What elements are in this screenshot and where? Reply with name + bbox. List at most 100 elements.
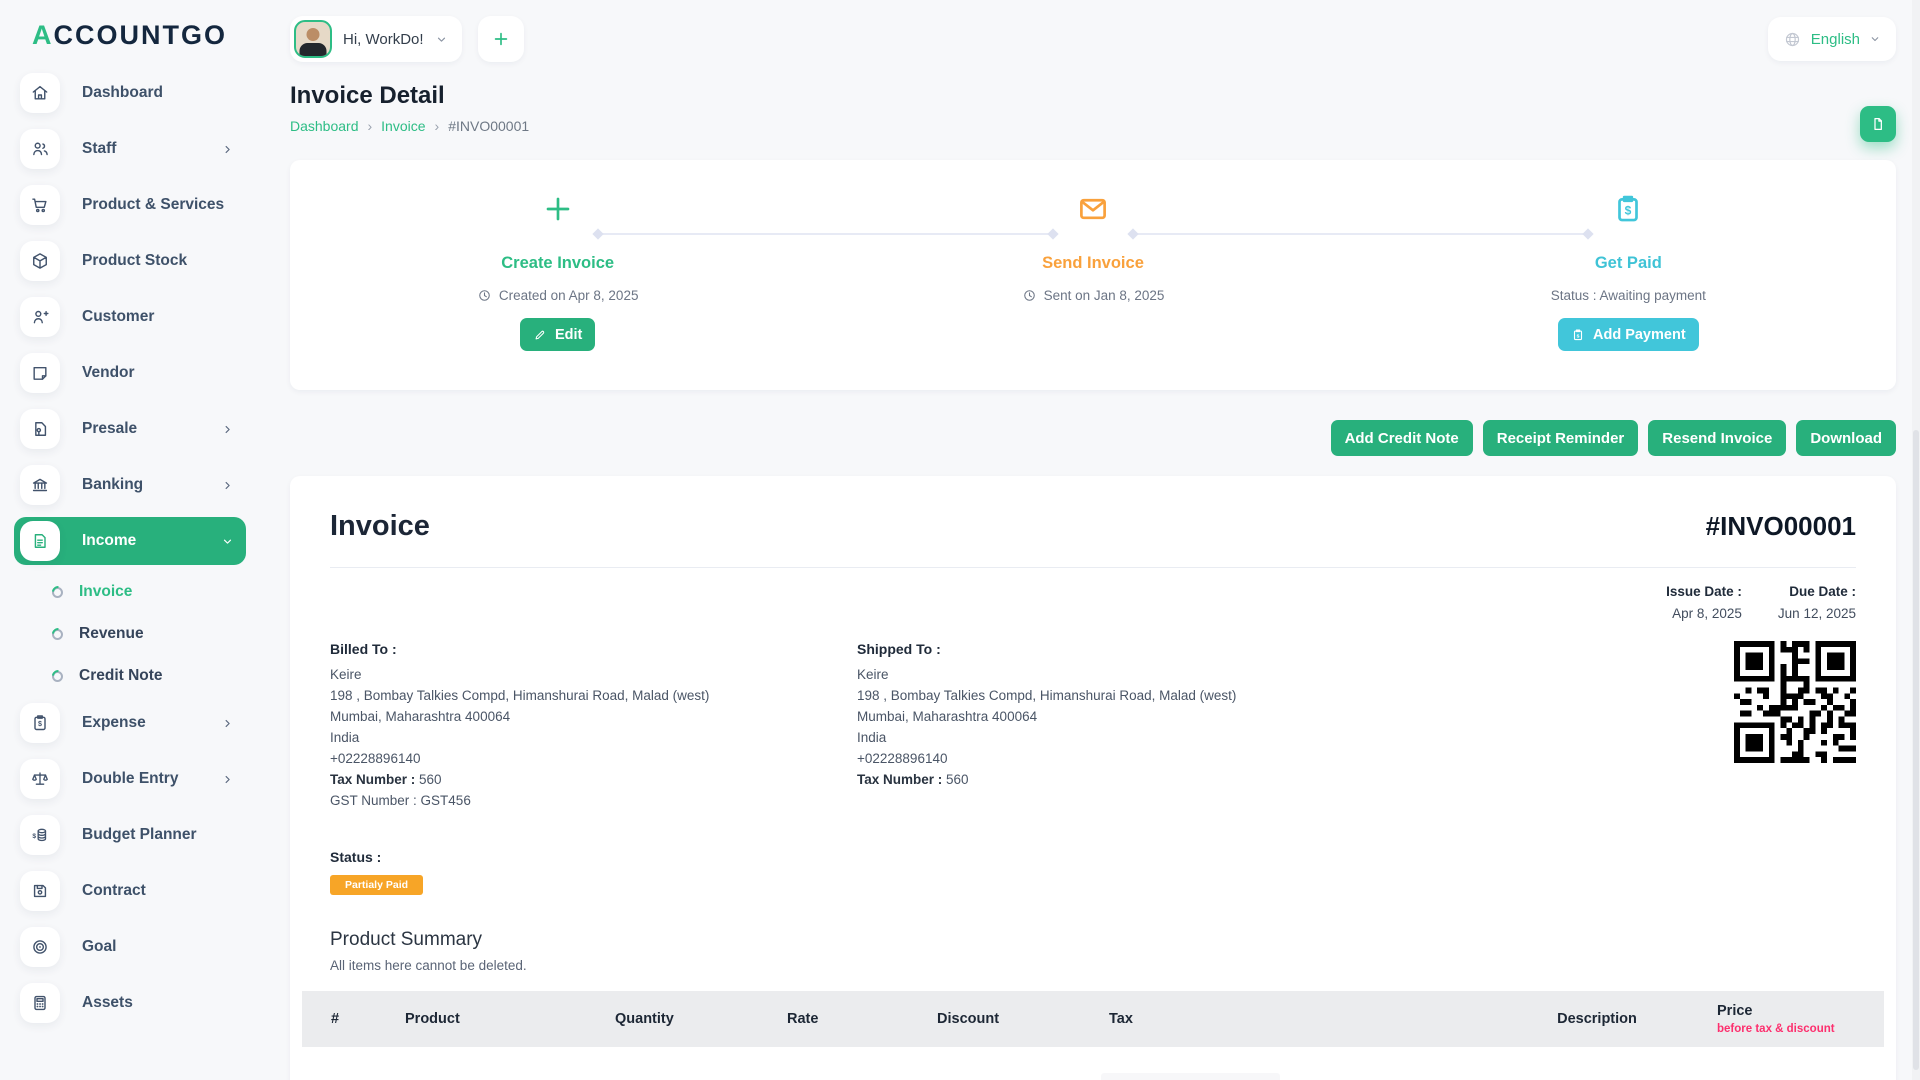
- topbar: Hi, WorkDo! English: [290, 12, 1896, 66]
- sidebar-item-contract[interactable]: Contract: [14, 867, 246, 915]
- timeline-step-meta: Status : Awaiting payment: [1551, 288, 1706, 303]
- issue-date-value: Apr 8, 2025: [1672, 606, 1742, 621]
- sidebar-item-banking[interactable]: Banking: [14, 461, 246, 509]
- billed-to-gst: GST Number : GST456: [330, 790, 857, 811]
- shipped-to-country: India: [857, 730, 887, 745]
- chevron-right-icon: [221, 479, 234, 492]
- product-summary-title: Product Summary: [330, 929, 483, 950]
- issue-date: Issue Date : Apr 8, 2025: [1666, 584, 1742, 621]
- billed-to-name: Keire: [330, 667, 362, 682]
- language-selector[interactable]: English: [1767, 17, 1896, 61]
- sidebar-subitem-label: Credit Note: [79, 667, 163, 684]
- timeline-step-meta: Sent on Jan 8, 2025: [1022, 288, 1165, 303]
- svg-text:$: $: [32, 833, 36, 840]
- sidebar-item-label: Goal: [82, 938, 117, 955]
- sidebar-subitem-label: Invoice: [79, 583, 133, 600]
- col-index: #: [331, 1011, 340, 1027]
- sidebar-item-label: Dashboard: [82, 84, 163, 101]
- document-seal-icon: [20, 409, 60, 449]
- sidebar-item-product-services[interactable]: Product & Services: [14, 181, 246, 229]
- export-document-button[interactable]: [1860, 106, 1896, 142]
- due-date: Due Date : Jun 12, 2025: [1778, 584, 1856, 621]
- invoice-dates: Issue Date : Apr 8, 2025 Due Date : Jun …: [330, 584, 1856, 621]
- sidebar-item-income[interactable]: Income: [14, 517, 246, 565]
- product-table: # Product Quantity Rate Discount Tax Des…: [302, 991, 1884, 1080]
- breadcrumb-separator-icon: ›: [367, 118, 373, 134]
- shipped-to-tax: Tax Number : 560: [857, 769, 1384, 790]
- download-button[interactable]: Download: [1796, 420, 1896, 456]
- user-greeting: Hi, WorkDo!: [343, 30, 424, 48]
- tax-number-label: Tax Number :: [857, 772, 943, 787]
- status-badge: Partialy Paid: [330, 875, 424, 895]
- timeline-step-meta-text: Sent on Jan 8, 2025: [1043, 288, 1165, 303]
- app-logo: ACCOUNTGO: [14, 16, 246, 69]
- globe-icon: [1783, 30, 1802, 49]
- sidebar-subitem-credit-note[interactable]: Credit Note: [14, 657, 246, 695]
- user-plus-icon: [20, 297, 60, 337]
- svg-text:$: $: [1625, 204, 1632, 218]
- timeline-step-meta: Created on Apr 8, 2025: [477, 288, 639, 303]
- users-icon: [20, 129, 60, 169]
- home-icon: [20, 73, 60, 113]
- sidebar-item-goal[interactable]: Goal: [14, 923, 246, 971]
- invoice-title: Invoice: [330, 510, 430, 542]
- sidebar-item-double-entry[interactable]: Double Entry: [14, 755, 246, 803]
- bank-icon: [20, 465, 60, 505]
- col-price: Price before tax & discount: [1717, 1003, 1884, 1035]
- sidebar-item-label: Contract: [82, 882, 146, 899]
- qr-code: [1734, 641, 1856, 763]
- sidebar-item-label: Banking: [82, 476, 144, 493]
- sidebar-item-staff[interactable]: Staff: [14, 125, 246, 173]
- sidebar-subitem-revenue[interactable]: Revenue: [14, 615, 246, 653]
- product-summary-note: All items here cannot be deleted.: [330, 958, 527, 973]
- pencil-icon: [535, 330, 545, 339]
- sidebar-subitem-invoice[interactable]: Invoice: [14, 573, 246, 611]
- add-payment-button[interactable]: $ Add Payment: [1557, 318, 1699, 351]
- timeline-connector: [595, 233, 1055, 235]
- timeline-step-meta-text: Created on Apr 8, 2025: [498, 288, 639, 303]
- chevron-right-icon: [221, 717, 234, 730]
- page-title: Invoice Detail: [290, 82, 445, 109]
- col-price-label: Price: [1717, 1003, 1753, 1019]
- language-label: English: [1810, 30, 1860, 48]
- breadcrumb-dashboard[interactable]: Dashboard: [290, 118, 359, 134]
- receipt-reminder-button[interactable]: Receipt Reminder: [1482, 420, 1639, 456]
- scrollbar-thumb[interactable]: [1913, 430, 1919, 1070]
- shipped-to-address1: 198 , Bombay Talkies Compd, Himanshurai …: [857, 688, 1237, 703]
- sidebar-item-label: Customer: [82, 308, 155, 325]
- svg-text:$: $: [1577, 333, 1580, 339]
- shipped-to-block: Shipped To : Keire 198 , Bombay Talkies …: [857, 641, 1384, 811]
- col-product: Product: [405, 1011, 460, 1027]
- add-button[interactable]: [477, 16, 524, 62]
- scales-icon: [20, 759, 60, 799]
- resend-invoice-button[interactable]: Resend Invoice: [1648, 420, 1787, 456]
- billed-to-country: India: [330, 730, 360, 745]
- breadcrumb-invoice[interactable]: Invoice: [381, 118, 426, 134]
- billed-to-block: Billed To : Keire 198 , Bombay Talkies C…: [330, 641, 857, 811]
- add-credit-note-button[interactable]: Add Credit Note: [1330, 420, 1473, 456]
- billed-to-address2: Mumbai, Maharashtra 400064: [330, 709, 511, 724]
- chevron-down-icon: [435, 33, 448, 46]
- shipped-to-label: Shipped To :: [857, 641, 941, 657]
- sidebar-item-expense[interactable]: $ Expense: [14, 699, 246, 747]
- sidebar-item-assets[interactable]: Assets: [14, 979, 246, 1027]
- circle-icon: [52, 628, 63, 640]
- sidebar-item-dashboard[interactable]: Dashboard: [14, 69, 246, 117]
- sidebar-item-product-stock[interactable]: Product Stock: [14, 237, 246, 285]
- edit-invoice-button[interactable]: Edit: [519, 318, 596, 351]
- shipped-to-name: Keire: [857, 667, 889, 682]
- sidebar-item-customer[interactable]: Customer: [14, 293, 246, 341]
- sidebar-item-budget-planner[interactable]: $ Budget Planner: [14, 811, 246, 859]
- timeline-step-create: Create Invoice Created on Apr 8, 2025 Ed…: [290, 188, 825, 390]
- sidebar-item-label: Presale: [82, 420, 138, 437]
- edit-button-label: Edit: [554, 326, 583, 343]
- sidebar-item-label: Double Entry: [82, 770, 179, 787]
- sidebar-item-label: Product & Services: [82, 196, 225, 213]
- sidebar-item-presale[interactable]: Presale: [14, 405, 246, 453]
- sidebar-item-label: Income: [82, 532, 137, 549]
- timeline-step-get-paid: $ Get Paid Status : Awaiting payment $ A…: [1361, 188, 1896, 390]
- table-row: 1 Bicycle parts 1 (Inch) $150.00 $0.00 C…: [302, 1047, 1884, 1080]
- product-summary: Product Summary All items here cannot be…: [330, 929, 1856, 973]
- user-menu[interactable]: Hi, WorkDo!: [290, 16, 462, 62]
- sidebar-item-vendor[interactable]: Vendor: [14, 349, 246, 397]
